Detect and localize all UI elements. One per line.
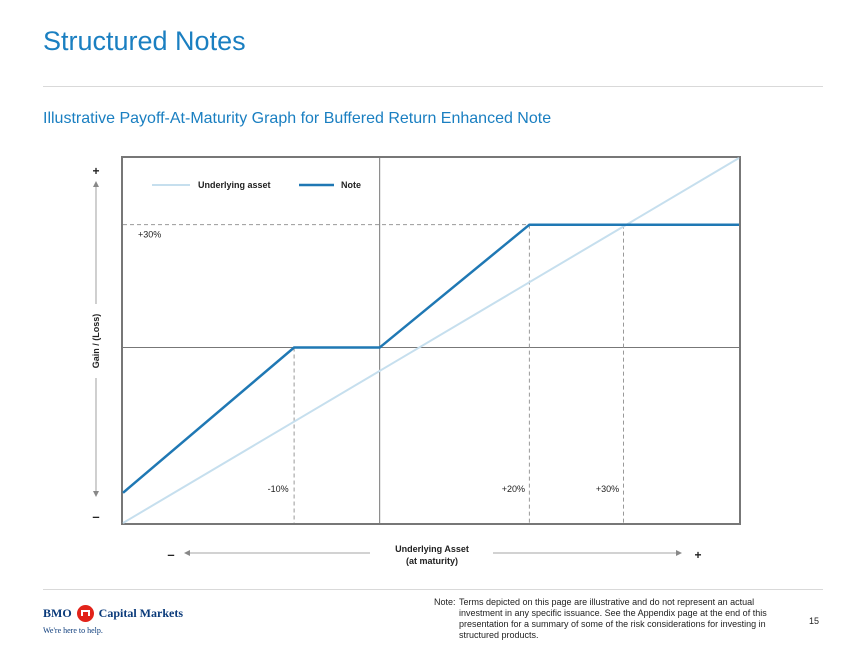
bmo-roundel-icon	[76, 605, 94, 622]
bmo-logo: BMO Capital Markets We're here to help.	[43, 605, 183, 635]
ref-label-plus30: +30%	[596, 484, 619, 494]
page-title: Structured Notes	[43, 26, 246, 56]
legend: Underlying asset Note	[152, 180, 361, 190]
x-arrow-right-head	[676, 550, 682, 556]
legend-label-underlying: Underlying asset	[198, 180, 271, 190]
x-axis-sublabel: (at maturity)	[406, 556, 458, 566]
x-arrow-left-head	[184, 550, 190, 556]
title-divider	[43, 86, 823, 87]
plot-frame	[121, 156, 741, 525]
y-arrow-down-head	[93, 491, 99, 497]
note-text: Terms depicted on this page are illustra…	[459, 597, 767, 640]
reference-lines	[123, 224, 739, 523]
x-plus-sign: +	[694, 548, 701, 562]
logo-capital-markets-text: Capital Markets	[98, 606, 183, 620]
note-label: Note:	[434, 597, 456, 607]
legend-label-note: Note	[341, 180, 361, 190]
y-minus-sign: –	[92, 509, 99, 524]
series-note	[122, 223, 739, 494]
series-underlying-asset	[122, 157, 740, 524]
x-axis-label: Underlying Asset	[395, 544, 469, 554]
payoff-chart: -10% +20% +30% +30% Underlying asset Not…	[91, 156, 741, 566]
x-minus-sign: –	[167, 547, 174, 562]
ref-label-cap: +30%	[138, 230, 161, 240]
ref-label-minus10: -10%	[268, 484, 289, 494]
y-axis-label: Gain / (Loss)	[91, 314, 101, 369]
logo-bmo-text: BMO	[43, 606, 72, 620]
y-arrow-up-head	[93, 181, 99, 187]
ref-label-plus20: +20%	[502, 484, 525, 494]
y-plus-sign: +	[92, 164, 99, 178]
logo-tagline: We're here to help.	[43, 626, 103, 635]
page-number: 15	[809, 616, 820, 626]
chart-subtitle: Illustrative Payoff-At-Maturity Graph fo…	[43, 110, 552, 127]
footer-divider	[43, 589, 823, 590]
